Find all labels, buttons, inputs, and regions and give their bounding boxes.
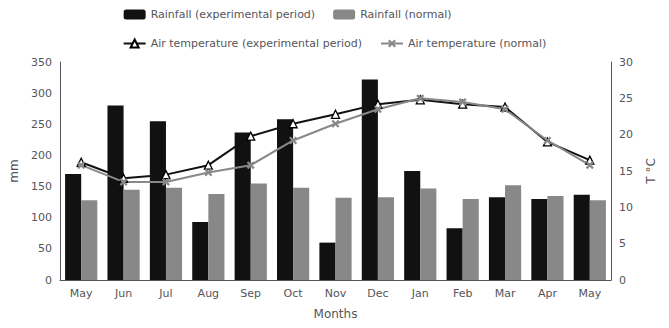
svg-text:30: 30: [619, 56, 633, 69]
svg-text:0: 0: [619, 274, 626, 287]
svg-text:250: 250: [31, 118, 52, 131]
svg-text:Aug: Aug: [198, 287, 219, 300]
svg-text:Nov: Nov: [325, 287, 347, 300]
svg-text:Jan: Jan: [411, 287, 429, 300]
svg-text:Rainfall (experimental period): Rainfall (experimental period): [151, 8, 316, 21]
svg-text:25: 25: [619, 92, 633, 105]
svg-text:200: 200: [31, 149, 52, 162]
svg-text:300: 300: [31, 87, 52, 100]
svg-text:Jun: Jun: [114, 287, 132, 300]
svg-text:10: 10: [619, 201, 633, 214]
svg-text:Air temperature (normal): Air temperature (normal): [408, 37, 546, 50]
svg-text:5: 5: [619, 237, 626, 250]
svg-text:350: 350: [31, 56, 52, 69]
svg-text:mm: mm: [7, 159, 21, 182]
svg-text:Air temperature (experimental: Air temperature (experimental period): [151, 37, 362, 50]
svg-text:20: 20: [619, 128, 633, 141]
svg-text:Mar: Mar: [495, 287, 516, 300]
svg-text:Apr: Apr: [538, 287, 558, 300]
svg-text:Oct: Oct: [284, 287, 304, 300]
svg-text:Rainfall (normal): Rainfall (normal): [360, 8, 452, 21]
svg-text:150: 150: [31, 180, 52, 193]
svg-text:Feb: Feb: [453, 287, 472, 300]
svg-text:May: May: [578, 287, 601, 300]
svg-text:50: 50: [38, 242, 52, 255]
svg-text:0: 0: [45, 274, 52, 287]
svg-text:May: May: [70, 287, 93, 300]
svg-text:Jul: Jul: [158, 287, 172, 300]
svg-text:Months: Months: [314, 307, 358, 321]
svg-text:15: 15: [619, 165, 633, 178]
svg-text:Dec: Dec: [367, 287, 388, 300]
svg-text:Sep: Sep: [240, 287, 261, 300]
svg-text:T °C: T °C: [644, 158, 658, 185]
svg-text:100: 100: [31, 211, 52, 224]
